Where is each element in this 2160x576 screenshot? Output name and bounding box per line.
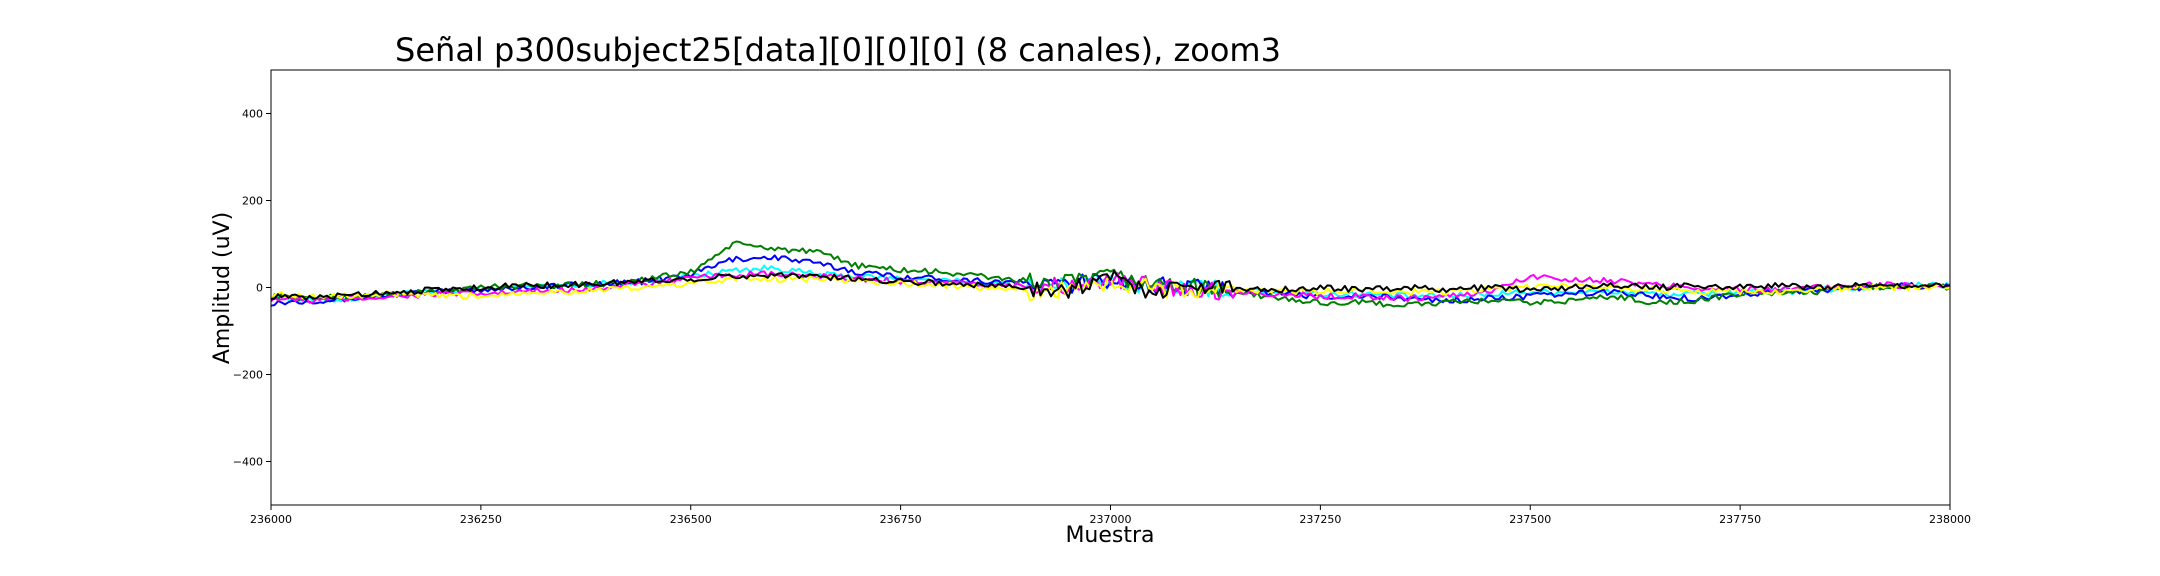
x-tick-label: 237500 bbox=[1509, 513, 1551, 526]
y-axis: 400 200 0 −200 −400 bbox=[233, 108, 271, 469]
x-tick-label: 237750 bbox=[1719, 513, 1761, 526]
chart-title: Señal p300subject25[data][0][0][0] (8 ca… bbox=[395, 31, 1281, 69]
series-line-6 bbox=[270, 270, 1951, 301]
plot-area bbox=[270, 69, 1951, 506]
y-tick-label: 200 bbox=[242, 195, 263, 208]
x-tick-label: 236500 bbox=[670, 513, 712, 526]
x-tick-label: 237000 bbox=[1090, 513, 1132, 526]
y-tick-label: 400 bbox=[242, 108, 263, 121]
y-tick-label: −400 bbox=[233, 456, 263, 469]
x-tick-label: 236000 bbox=[250, 513, 292, 526]
x-tick-label: 236750 bbox=[880, 513, 922, 526]
series-layer bbox=[270, 240, 1951, 308]
y-tick-label: 0 bbox=[256, 282, 263, 295]
x-tick-label: 236250 bbox=[460, 513, 502, 526]
x-tick-label: 238000 bbox=[1929, 513, 1971, 526]
x-tick-label: 237250 bbox=[1299, 513, 1341, 526]
x-axis-label: Muestra bbox=[1065, 523, 1154, 548]
x-axis: 236000 236250 236500 236750 237000 237250 2375… bbox=[250, 505, 1971, 526]
y-axis-label: Amplitud (uV) bbox=[210, 212, 235, 364]
y-tick-label: −200 bbox=[233, 369, 263, 382]
